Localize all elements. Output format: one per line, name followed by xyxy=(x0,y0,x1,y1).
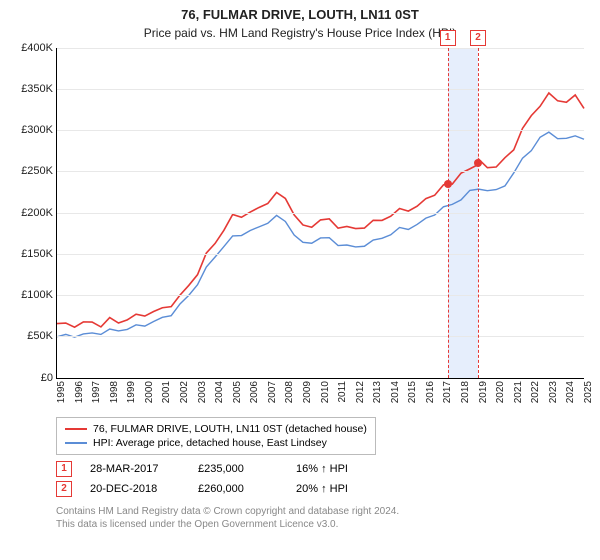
x-axis-label: 2001 xyxy=(161,381,172,403)
y-axis-label: £200K xyxy=(11,207,53,219)
x-axis-label: 2009 xyxy=(302,381,313,403)
sale-price: £260,000 xyxy=(198,483,278,495)
x-axis-label: 2015 xyxy=(407,381,418,403)
chart-legend: 76, FULMAR DRIVE, LOUTH, LN11 0ST (detac… xyxy=(56,417,376,455)
sale-row: 2 20-DEC-2018 £260,000 20% ↑ HPI xyxy=(56,479,590,499)
series-line xyxy=(57,93,584,327)
sale-date: 28-MAR-2017 xyxy=(90,463,180,475)
x-axis-labels: 1995 1996 1997 1998 1999 2000 2001 2002 2003 2004… xyxy=(56,379,584,413)
legend-row: 76, FULMAR DRIVE, LOUTH, LN11 0ST (detac… xyxy=(65,422,367,436)
series-line xyxy=(57,132,584,337)
sale-row: 1 28-MAR-2017 £235,000 16% ↑ HPI xyxy=(56,459,590,479)
y-axis-label: £250K xyxy=(11,165,53,177)
y-axis-label: £400K xyxy=(11,42,53,54)
plot-area: £0£50K£100K£150K£200K£250K£300K£350K£400… xyxy=(56,48,584,379)
x-axis-label: 2019 xyxy=(478,381,489,403)
y-axis-label: £50K xyxy=(11,330,53,342)
x-axis-label: 2004 xyxy=(214,381,225,403)
x-axis-label: 1995 xyxy=(56,381,67,403)
x-axis-label: 2000 xyxy=(144,381,155,403)
legend-swatch-blue xyxy=(65,442,87,444)
y-axis-label: £300K xyxy=(11,124,53,136)
x-axis-label: 2005 xyxy=(232,381,243,403)
x-axis-label: 1999 xyxy=(126,381,137,403)
x-axis-label: 2013 xyxy=(372,381,383,403)
x-axis-label: 1998 xyxy=(109,381,120,403)
legend-label: 76, FULMAR DRIVE, LOUTH, LN11 0ST (detac… xyxy=(93,423,367,435)
sale-marker-box: 1 xyxy=(56,461,72,477)
sale-delta: 16% ↑ HPI xyxy=(296,463,348,475)
sale-delta: 20% ↑ HPI xyxy=(296,483,348,495)
y-axis-label: £350K xyxy=(11,83,53,95)
sale-dot xyxy=(444,180,452,188)
x-axis-label: 2020 xyxy=(495,381,506,403)
x-axis-label: 2007 xyxy=(267,381,278,403)
x-axis-label: 1997 xyxy=(91,381,102,403)
x-axis-label: 2017 xyxy=(442,381,453,403)
x-axis-label: 2008 xyxy=(284,381,295,403)
x-axis-label: 2012 xyxy=(355,381,366,403)
sale-price: £235,000 xyxy=(198,463,278,475)
highlight-edge xyxy=(448,48,449,378)
x-axis-label: 2003 xyxy=(197,381,208,403)
highlight-edge xyxy=(478,48,479,378)
attribution: Contains HM Land Registry data © Crown c… xyxy=(56,505,590,531)
x-axis-label: 2016 xyxy=(425,381,436,403)
chart-title: 76, FULMAR DRIVE, LOUTH, LN11 0ST xyxy=(10,6,590,24)
sale-date: 20-DEC-2018 xyxy=(90,483,180,495)
x-axis-label: 2010 xyxy=(320,381,331,403)
chart-subtitle: Price paid vs. HM Land Registry's House … xyxy=(10,26,590,40)
attribution-line: Contains HM Land Registry data © Crown c… xyxy=(56,505,590,518)
sale-marker-box: 2 xyxy=(56,481,72,497)
x-axis-label: 2002 xyxy=(179,381,190,403)
x-axis-label: 2024 xyxy=(565,381,576,403)
legend-swatch-red xyxy=(65,428,87,430)
x-axis-label: 2022 xyxy=(530,381,541,403)
x-axis-label: 2025 xyxy=(583,381,594,403)
x-axis-label: 1996 xyxy=(74,381,85,403)
x-axis-label: 2011 xyxy=(337,381,348,403)
sales-table: 1 28-MAR-2017 £235,000 16% ↑ HPI 2 20-DE… xyxy=(56,459,590,499)
chart-marker-box: 2 xyxy=(470,30,486,46)
x-axis-label: 2014 xyxy=(390,381,401,403)
y-axis-label: £100K xyxy=(11,289,53,301)
x-axis-label: 2023 xyxy=(548,381,559,403)
x-axis-label: 2018 xyxy=(460,381,471,403)
legend-row: HPI: Average price, detached house, East… xyxy=(65,436,367,450)
x-axis-label: 2021 xyxy=(513,381,524,403)
chart-container: 76, FULMAR DRIVE, LOUTH, LN11 0ST Price … xyxy=(0,0,600,560)
y-axis-label: £0 xyxy=(11,372,53,384)
chart-marker-box: 1 xyxy=(440,30,456,46)
x-axis-label: 2006 xyxy=(249,381,260,403)
legend-label: HPI: Average price, detached house, East… xyxy=(93,437,327,449)
y-axis-label: £150K xyxy=(11,248,53,260)
sale-dot xyxy=(474,159,482,167)
attribution-line: This data is licensed under the Open Gov… xyxy=(56,518,590,531)
